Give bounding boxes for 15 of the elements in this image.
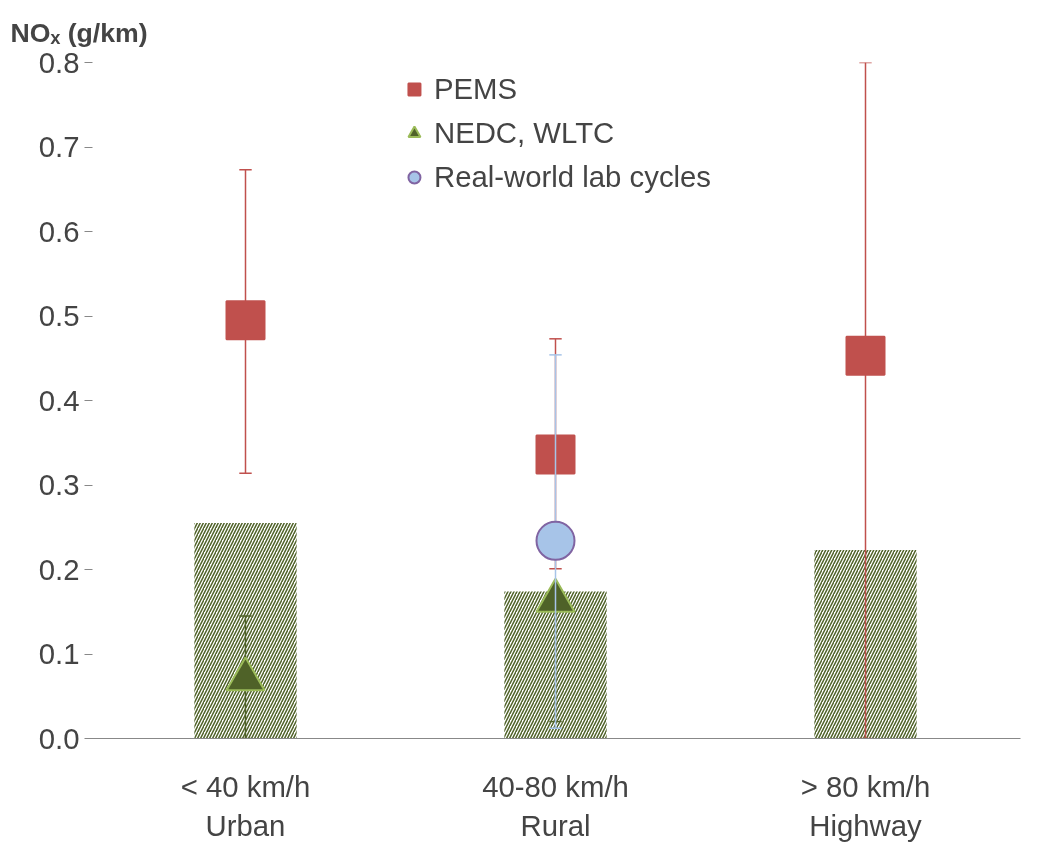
y-tick-label: 0.5 [38,299,80,332]
y-tick-label: 0.1 [38,637,80,670]
y-axis-title: NOₓ (g/km) [10,17,148,48]
y-tick-label: 0.3 [38,468,80,501]
y-tick-label: 0.7 [38,130,80,163]
y-tick-label: 0.4 [38,383,80,417]
y-tick-label: 0.2 [38,552,80,586]
text: 0.0 [38,721,80,755]
legend-label: Real-world lab cycles [433,160,712,194]
x-tick-label: > 80 km/h Highway [800,769,931,843]
legend-label: NEDC, WLTC [433,116,615,150]
y-tick-label: 0.6 [38,214,80,248]
legend-label: PEMS [433,72,518,106]
x-tick-label: 40-80 km/h Rural [482,769,629,843]
x-tick-label: < 40 km/h Urban [180,769,311,843]
